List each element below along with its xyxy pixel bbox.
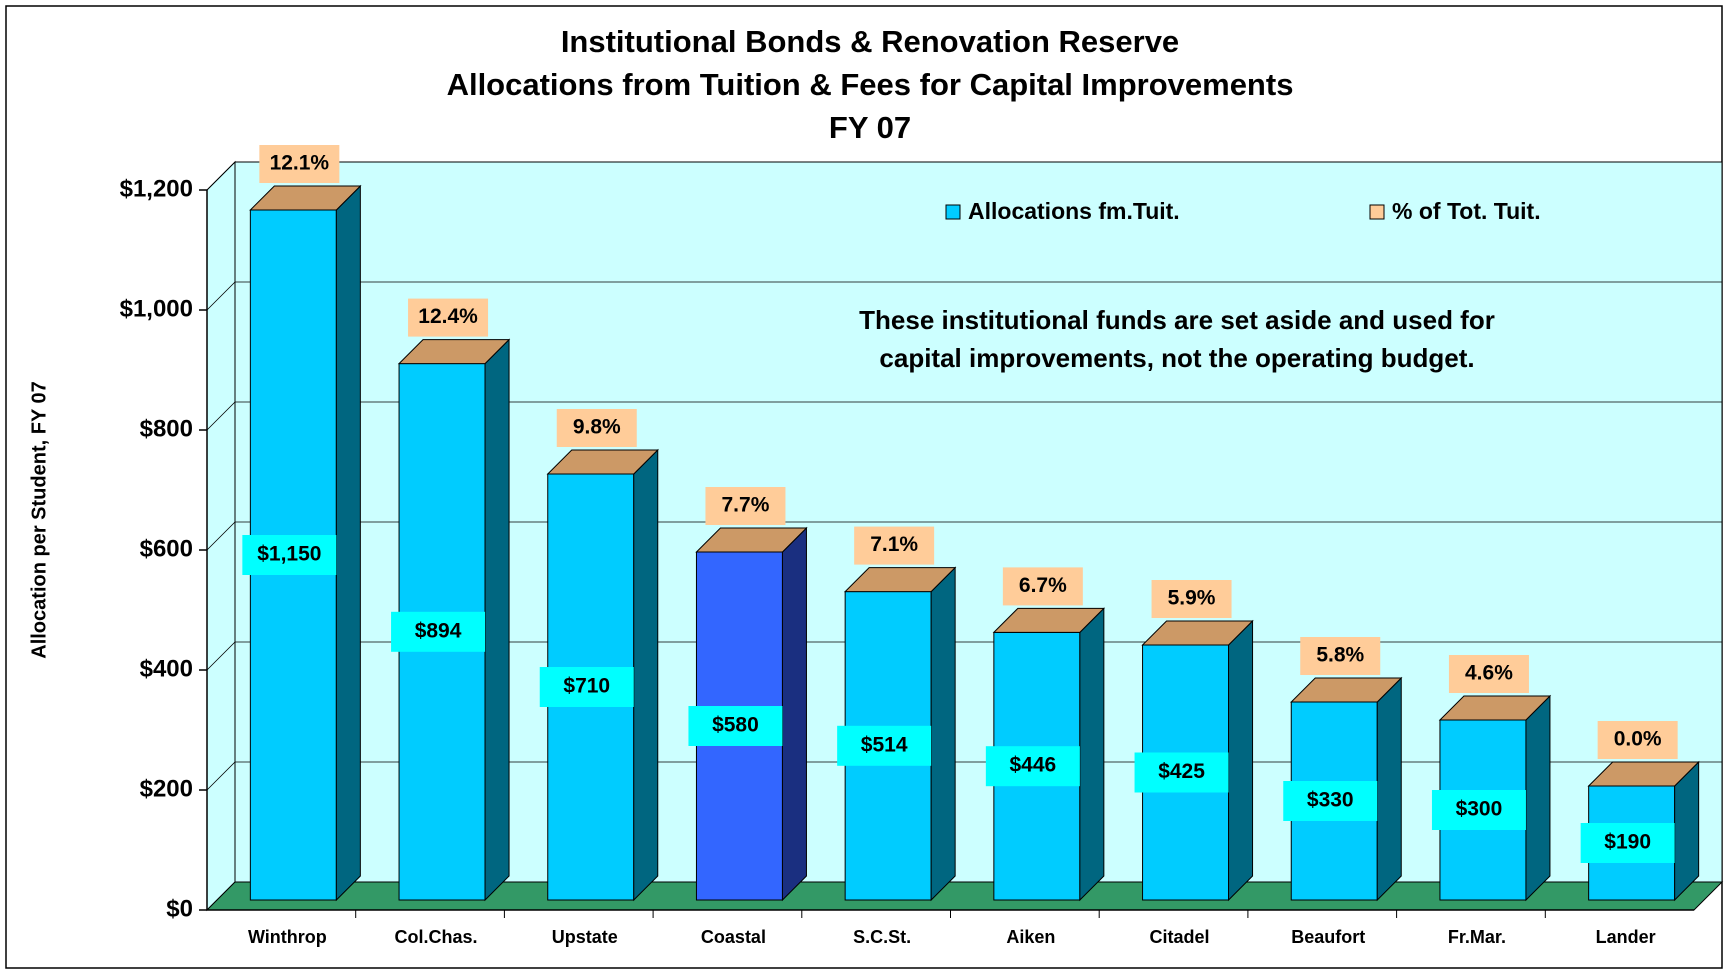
bar-cap: [397, 339, 511, 365]
value-label-box: [985, 746, 1080, 787]
y-tick-label: $400: [140, 655, 193, 682]
chart-title: Allocations from Tuition & Fees for Capi…: [447, 67, 1294, 102]
value-label-box: [242, 535, 337, 575]
bar-cap: [843, 567, 957, 593]
pct-label: 5.8%: [1316, 644, 1364, 667]
bar-cap: [1290, 677, 1403, 703]
value-label-box: [837, 725, 932, 766]
value-label: $330: [1307, 789, 1354, 812]
pct-label-box: [259, 145, 340, 183]
x-tick-label: Col.Chas.: [395, 927, 478, 947]
bar-side: [781, 526, 807, 902]
annotation: capital improvements, not the operating …: [879, 343, 1474, 373]
pct-label: 5.9%: [1168, 587, 1216, 610]
legend-swatch: [1369, 204, 1385, 220]
bar-side: [335, 184, 361, 902]
value-label: $514: [861, 733, 908, 756]
x-tick-label: Beaufort: [1291, 927, 1365, 947]
pct-label: 6.7%: [1019, 574, 1067, 597]
pct-label-box: [1448, 655, 1529, 693]
pct-label: 7.7%: [722, 494, 770, 517]
pct-label-box: [1597, 721, 1678, 759]
annotation: These institutional funds are set aside …: [859, 305, 1495, 335]
x-tick-label: Aiken: [1006, 927, 1055, 947]
x-tick-label: Lander: [1596, 927, 1656, 947]
bar-cap: [1438, 695, 1552, 721]
y-tick-label: $0: [166, 895, 193, 922]
grid-line: [206, 281, 1722, 311]
pct-label: 0.0%: [1614, 728, 1662, 751]
chart-title: Institutional Bonds & Renovation Reserve: [561, 24, 1179, 59]
x-tick-label: Winthrop: [248, 927, 327, 947]
bar-side: [1079, 607, 1105, 902]
value-label-box: [1134, 752, 1229, 793]
pct-label: 12.4%: [418, 305, 478, 328]
legend-label: Allocations fm.Tuit.: [968, 198, 1180, 224]
bar-side: [930, 566, 956, 902]
value-label: $710: [563, 675, 610, 698]
pct-label: 7.1%: [870, 533, 918, 556]
pct-label-box: [705, 487, 786, 525]
value-label: $894: [415, 619, 462, 642]
pct-label-box: [1300, 637, 1381, 675]
y-tick-label: $1,200: [120, 175, 193, 202]
pct-label: 9.8%: [573, 416, 621, 439]
pct-label-box: [556, 409, 637, 447]
pct-label: 12.1%: [270, 152, 330, 175]
x-tick-label: Coastal: [701, 927, 766, 947]
value-label-box: [1431, 790, 1526, 830]
bar-side: [1525, 694, 1551, 902]
grid-line: [206, 401, 1722, 431]
bar-cap: [992, 607, 1106, 633]
bar-cap: [1587, 761, 1700, 787]
value-label-box: [1580, 823, 1675, 863]
value-label-box: [688, 706, 783, 746]
value-label: $190: [1604, 831, 1651, 854]
y-tick-label: $200: [140, 775, 193, 802]
y-axis-title: Allocation per Student, FY 07: [28, 381, 50, 658]
y-tick-label: $1,000: [120, 295, 193, 322]
bar-side: [633, 448, 659, 902]
bar-cap: [546, 449, 659, 475]
value-label: $1,150: [257, 543, 321, 566]
bar-cap: [249, 185, 362, 211]
value-label-box: [539, 667, 634, 707]
value-label: $425: [1158, 760, 1205, 783]
pct-label-box: [1002, 567, 1083, 606]
value-label-box: [1283, 781, 1378, 821]
chart-title: FY 07: [829, 110, 911, 145]
value-label: $300: [1456, 798, 1503, 821]
bar-side: [484, 338, 510, 902]
value-label-box: [391, 611, 486, 652]
x-tick-label: Citadel: [1150, 927, 1210, 947]
pct-label-box: [1151, 580, 1232, 618]
bar-cap: [1141, 620, 1254, 646]
value-label: $580: [712, 714, 759, 737]
grid-line: [206, 521, 1722, 551]
bar-side: [1376, 676, 1402, 902]
pct-label: 4.6%: [1465, 662, 1513, 685]
legend-swatch: [945, 204, 961, 220]
pct-label-box: [854, 526, 935, 565]
x-tick-label: Upstate: [552, 927, 618, 947]
y-tick-label: $600: [140, 535, 193, 562]
bar-cap: [695, 527, 808, 553]
bar-side: [1228, 619, 1254, 902]
legend-label: % of Tot. Tuit.: [1392, 198, 1541, 224]
value-label: $446: [1009, 754, 1056, 777]
x-tick-label: S.C.St.: [853, 927, 911, 947]
pct-label-box: [408, 298, 489, 337]
x-tick-label: Fr.Mar.: [1448, 927, 1506, 947]
y-tick-label: $800: [140, 415, 193, 442]
grid-line: [206, 161, 1722, 191]
